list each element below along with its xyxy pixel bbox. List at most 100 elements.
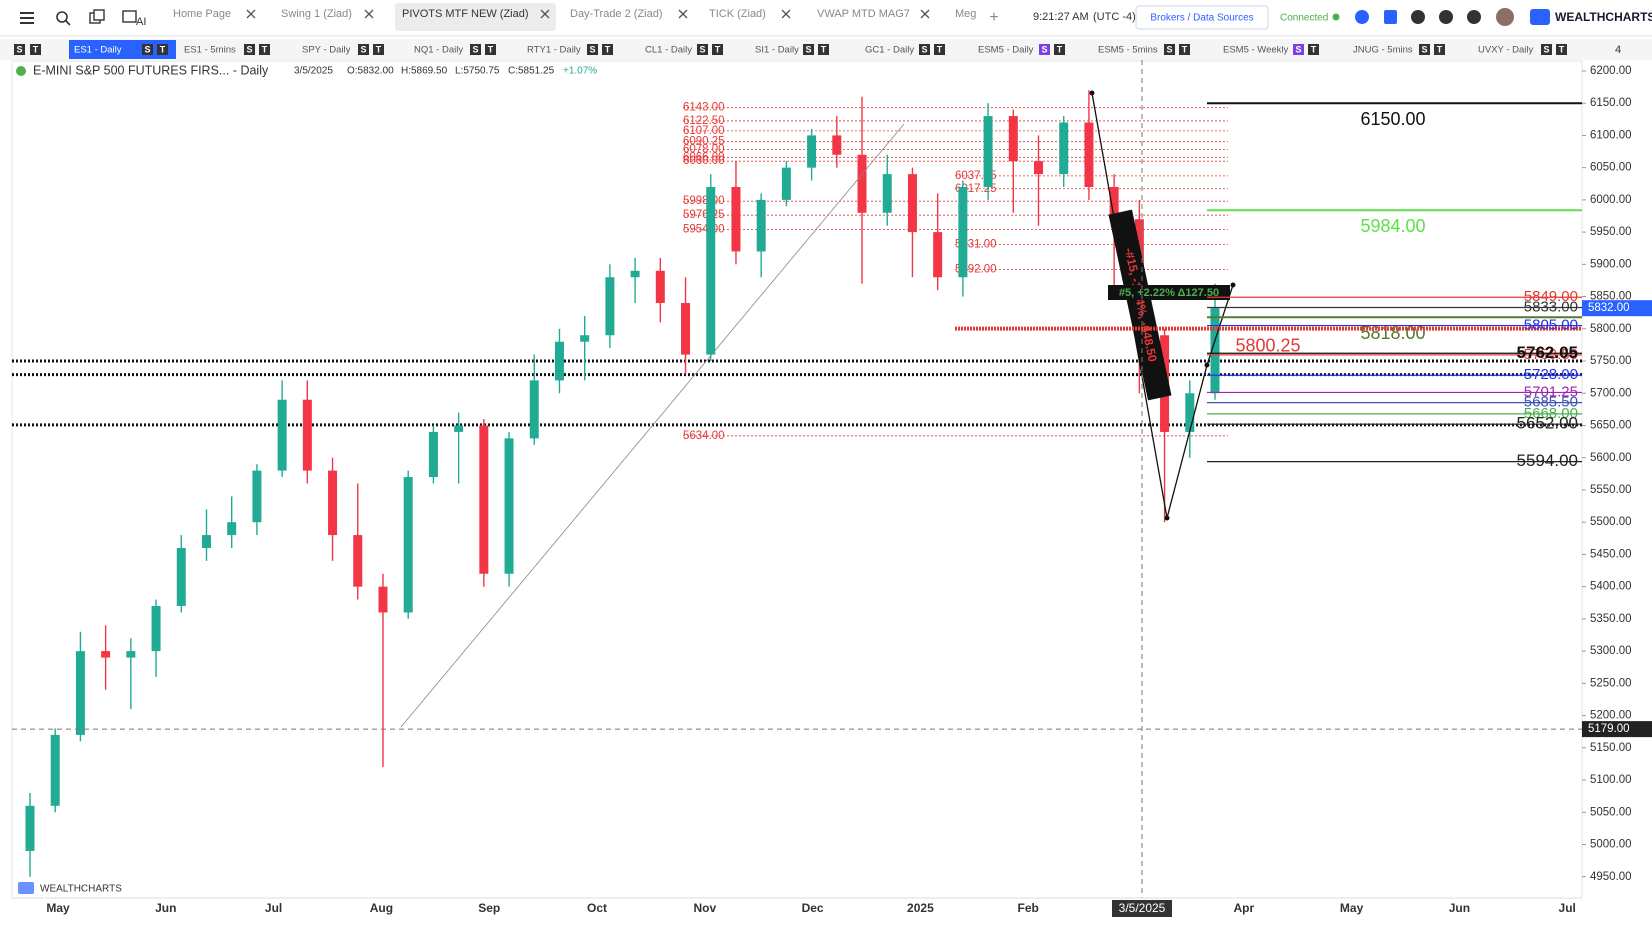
badge-bg: [14, 44, 25, 55]
badge[interactable]: S: [1041, 44, 1047, 54]
plot-area: [11, 60, 1583, 899]
symbol-tab[interactable]: NQ1 - Daily: [414, 45, 463, 56]
measure-node: [1164, 515, 1170, 521]
badge[interactable]: S: [472, 44, 478, 54]
badge[interactable]: T: [262, 44, 268, 54]
y-tick-label: 6100.00: [1590, 129, 1632, 141]
y-tick-label: 5500.00: [1590, 516, 1632, 528]
layouts-button[interactable]: [89, 9, 105, 24]
badge[interactable]: T: [1437, 44, 1443, 54]
level-label: 5984.00: [1360, 216, 1425, 236]
badge[interactable]: S: [360, 44, 366, 54]
badge[interactable]: S: [699, 44, 705, 54]
x-tick-label: Aug: [370, 901, 393, 915]
symbol-tab[interactable]: ES1 - Daily: [74, 45, 122, 56]
y-tick-label: 5550.00: [1590, 484, 1632, 496]
x-tick-label: 2025: [907, 901, 934, 915]
badge[interactable]: S: [16, 44, 22, 54]
y-tick-label: 5400.00: [1590, 581, 1632, 593]
level-label: 6066.00: [683, 151, 725, 163]
symbol-tab[interactable]: GC1 - Daily: [865, 45, 914, 56]
badge[interactable]: T: [160, 44, 166, 54]
settings-icon[interactable]: [1439, 10, 1453, 24]
tab[interactable]: Home Page: [173, 8, 256, 20]
candle-body: [201, 535, 211, 548]
active-tab-bg: [395, 3, 556, 31]
tab[interactable]: Meg: [955, 8, 976, 20]
symbol-tab[interactable]: ES1 - 5mins: [184, 45, 236, 56]
symbol-tab[interactable]: SI1 - Daily: [755, 45, 799, 56]
badge[interactable]: T: [715, 44, 721, 54]
badge[interactable]: T: [1182, 44, 1188, 54]
tab-close[interactable]: [678, 9, 688, 19]
tab[interactable]: Swing 1 (Ziad): [281, 8, 374, 20]
candle-body: [428, 431, 438, 478]
badge[interactable]: T: [1559, 44, 1565, 54]
y-tick-label: 5150.00: [1590, 742, 1632, 754]
badge[interactable]: T: [1057, 44, 1063, 54]
tab-close[interactable]: [781, 9, 791, 19]
brokers-button[interactable]: Brokers / Data Sources: [1135, 5, 1269, 30]
level-label: 6107.00: [683, 125, 725, 137]
menu-button[interactable]: [20, 12, 34, 24]
help-icon[interactable]: [1467, 10, 1481, 24]
badge[interactable]: S: [246, 44, 252, 54]
y-tick-label: 5050.00: [1590, 806, 1632, 818]
measure-down-bg: [1108, 209, 1172, 401]
symbol-tab[interactable]: JNUG - 5mins: [1353, 45, 1413, 56]
symbol-tab[interactable]: UVXY - Daily: [1478, 45, 1534, 56]
level-label: 5759.50: [1524, 346, 1578, 363]
add-tab[interactable]: +: [989, 9, 998, 26]
badge[interactable]: T: [376, 44, 382, 54]
badge[interactable]: S: [805, 44, 811, 54]
badge[interactable]: S: [1295, 44, 1301, 54]
symbol-tab[interactable]: ESM5 - Weekly: [1223, 45, 1289, 56]
tab[interactable]: Day-Trade 2 (Ziad): [570, 8, 688, 20]
market-dot: [16, 66, 26, 76]
tab[interactable]: TICK (Ziad): [709, 8, 791, 20]
badge[interactable]: T: [821, 44, 827, 54]
badge-bg: [919, 44, 930, 55]
symbol-tab[interactable]: ESM5 - Daily: [978, 45, 1034, 56]
tab[interactable]: VWAP MTD MAG7: [817, 8, 930, 20]
measure-up-bg: [1108, 285, 1230, 300]
badge[interactable]: T: [605, 44, 611, 54]
top-bar: [0, 0, 1652, 36]
tab-close[interactable]: [246, 9, 256, 19]
search-button[interactable]: [56, 11, 71, 26]
tab-close[interactable]: [920, 9, 930, 19]
candle-body: [958, 186, 968, 278]
badge[interactable]: S: [589, 44, 595, 54]
tab-close[interactable]: [364, 9, 374, 19]
badge[interactable]: T: [1311, 44, 1317, 54]
badge[interactable]: S: [1166, 44, 1172, 54]
badge[interactable]: T: [488, 44, 494, 54]
symbol-tab[interactable]: RTY1 - Daily: [527, 45, 581, 56]
badge[interactable]: S: [144, 44, 150, 54]
symbol-tab[interactable]: CL1 - Daily: [645, 45, 692, 56]
level-label: 5668.00: [1524, 405, 1578, 422]
badge[interactable]: T: [33, 44, 39, 54]
avatar[interactable]: [1496, 8, 1514, 26]
symbol-tab[interactable]: ESM5 - 5mins: [1098, 45, 1158, 56]
more-symbols[interactable]: 4: [1615, 44, 1621, 56]
candle-body: [907, 174, 917, 233]
candle-body: [1008, 116, 1018, 162]
save-icon[interactable]: [1384, 10, 1397, 24]
candle-body: [1109, 186, 1119, 220]
badge[interactable]: S: [1421, 44, 1427, 54]
badge[interactable]: S: [921, 44, 927, 54]
tab-close[interactable]: [540, 9, 550, 19]
badge[interactable]: S: [1543, 44, 1549, 54]
y-tick-label: 5100.00: [1590, 774, 1632, 786]
tab[interactable]: PIVOTS MTF NEW (Ziad): [402, 8, 550, 20]
badge[interactable]: T: [937, 44, 943, 54]
users-icon[interactable]: [1355, 10, 1369, 24]
candle-body: [832, 135, 842, 155]
x-tick-label: Apr: [1233, 901, 1254, 915]
symbol-tab[interactable]: SPY - Daily: [302, 45, 351, 56]
alerts-icon[interactable]: [1411, 10, 1425, 24]
ai-button[interactable]: AI: [122, 10, 146, 28]
level-label: 5652.00: [1517, 414, 1578, 433]
candle-body: [101, 651, 111, 658]
